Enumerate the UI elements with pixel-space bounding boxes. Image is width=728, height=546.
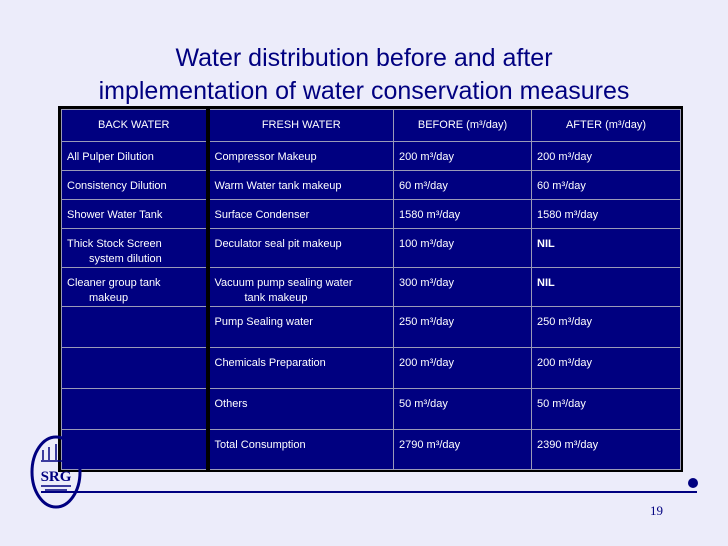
cell-before: 60 m³/day: [393, 170, 532, 200]
title-line-1: Water distribution before and after: [175, 44, 553, 72]
cell-fresh-water: Surface Condenser: [207, 199, 394, 229]
table-row: Pump Sealing water 250 m³/day 250 m³/day: [61, 306, 681, 348]
cell-after: 60 m³/day: [531, 170, 681, 200]
cell-fresh-water: Warm Water tank makeup: [207, 170, 394, 200]
cell-after: 50 m³/day: [531, 388, 681, 430]
cell-after: 250 m³/day: [531, 306, 681, 348]
cell-back-water: [61, 388, 210, 430]
cell-back-water: [61, 429, 210, 470]
cell-fresh-water: Others: [207, 388, 394, 430]
cell-after: 2390 m³/day: [531, 429, 681, 470]
table-row: Thick Stock Screen system dilution Decul…: [61, 228, 681, 268]
cell-back-water: All Pulper Dilution: [61, 141, 210, 171]
company-logo: SRG: [30, 435, 82, 509]
cell-back-water: Consistency Dilution: [61, 170, 210, 200]
header-fresh-water: FRESH WATER: [207, 109, 394, 142]
cell-fresh-water: Total Consumption: [207, 429, 394, 470]
table-row: Others 50 m³/day 50 m³/day: [61, 388, 681, 430]
table-row-total: Total Consumption 2790 m³/day 2390 m³/da…: [61, 429, 681, 470]
header-after: AFTER (m³/day): [531, 109, 681, 142]
cell-back-water: Shower Water Tank: [61, 199, 210, 229]
cell-after: NIL: [531, 228, 681, 268]
cell-back-water: Thick Stock Screen system dilution: [61, 228, 210, 268]
cell-after: 200 m³/day: [531, 347, 681, 389]
table-row: Shower Water Tank Surface Condenser 1580…: [61, 199, 681, 229]
cell-back-water: [61, 306, 210, 348]
table-header-row: BACK WATER FRESH WATER BEFORE (m³/day) A…: [61, 109, 681, 142]
cell-fresh-water: Deculator seal pit makeup: [207, 228, 394, 268]
table-row: Cleaner group tank makeup Vacuum pump se…: [61, 267, 681, 307]
cell-before: 50 m³/day: [393, 388, 532, 430]
table-row: Chemicals Preparation 200 m³/day 200 m³/…: [61, 347, 681, 389]
cell-fresh-water: Compressor Makeup: [207, 141, 394, 171]
title-line-2: implementation of water conservation mea…: [98, 77, 630, 105]
cell-after: 200 m³/day: [531, 141, 681, 171]
cell-before: 250 m³/day: [393, 306, 532, 348]
cell-before: 300 m³/day: [393, 267, 532, 307]
cell-after: 1580 m³/day: [531, 199, 681, 229]
cell-before: 200 m³/day: [393, 347, 532, 389]
cell-back-water: Cleaner group tank makeup: [61, 267, 210, 307]
cell-after: NIL: [531, 267, 681, 307]
table-row: Consistency Dilution Warm Water tank mak…: [61, 170, 681, 200]
cell-before: 200 m³/day: [393, 141, 532, 171]
header-back-water: BACK WATER: [61, 109, 210, 142]
logo-text: SRG: [41, 469, 72, 485]
water-distribution-table: BACK WATER FRESH WATER BEFORE (m³/day) A…: [58, 106, 683, 472]
table-row: All Pulper Dilution Compressor Makeup 20…: [61, 141, 681, 171]
page-number: 19: [650, 503, 663, 518]
header-before: BEFORE (m³/day): [393, 109, 532, 142]
slide-title: Water distribution before and after impl…: [20, 42, 708, 108]
cell-fresh-water: Chemicals Preparation: [207, 347, 394, 389]
cell-before: 100 m³/day: [393, 228, 532, 268]
footer-dot: [688, 478, 698, 488]
cell-back-water: [61, 347, 210, 389]
cell-before: 2790 m³/day: [393, 429, 532, 470]
cell-fresh-water: Vacuum pump sealing water tank makeup: [207, 267, 394, 307]
cell-before: 1580 m³/day: [393, 199, 532, 229]
cell-fresh-water: Pump Sealing water: [207, 306, 394, 348]
footer-divider: [41, 491, 697, 493]
